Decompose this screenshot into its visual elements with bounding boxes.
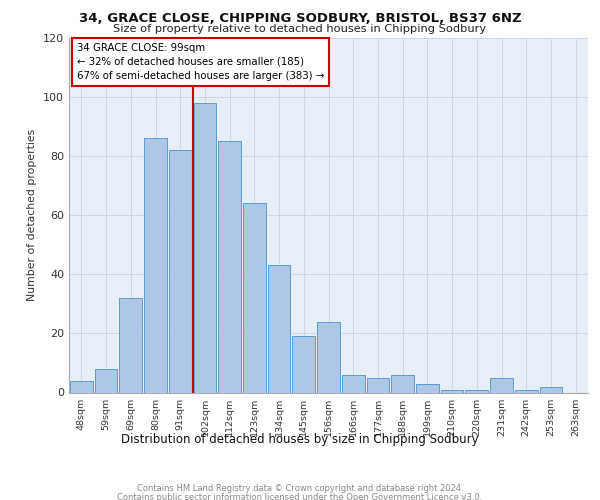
Bar: [194, 102, 216, 393]
Text: Contains public sector information licensed under the Open Government Licence v3: Contains public sector information licen…: [118, 493, 482, 500]
Text: Contains HM Land Registry data © Crown copyright and database right 2024.: Contains HM Land Registry data © Crown c…: [137, 484, 463, 493]
Bar: [367, 378, 389, 392]
Bar: [292, 336, 315, 392]
Bar: [169, 150, 191, 392]
Bar: [490, 378, 513, 392]
Bar: [317, 322, 340, 392]
Bar: [144, 138, 167, 392]
Bar: [119, 298, 142, 392]
Text: Distribution of detached houses by size in Chipping Sodbury: Distribution of detached houses by size …: [121, 432, 479, 446]
Y-axis label: Number of detached properties: Number of detached properties: [28, 129, 37, 301]
Text: 34, GRACE CLOSE, CHIPPING SODBURY, BRISTOL, BS37 6NZ: 34, GRACE CLOSE, CHIPPING SODBURY, BRIST…: [79, 12, 521, 24]
Bar: [539, 386, 562, 392]
Text: 34 GRACE CLOSE: 99sqm
← 32% of detached houses are smaller (185)
67% of semi-det: 34 GRACE CLOSE: 99sqm ← 32% of detached …: [77, 43, 324, 81]
Bar: [218, 141, 241, 393]
Bar: [391, 375, 414, 392]
Bar: [243, 203, 266, 392]
Bar: [342, 375, 365, 392]
Bar: [70, 380, 93, 392]
Bar: [441, 390, 463, 392]
Bar: [416, 384, 439, 392]
Bar: [466, 390, 488, 392]
Bar: [95, 369, 118, 392]
Text: Size of property relative to detached houses in Chipping Sodbury: Size of property relative to detached ho…: [113, 24, 487, 34]
Bar: [515, 390, 538, 392]
Bar: [268, 266, 290, 392]
